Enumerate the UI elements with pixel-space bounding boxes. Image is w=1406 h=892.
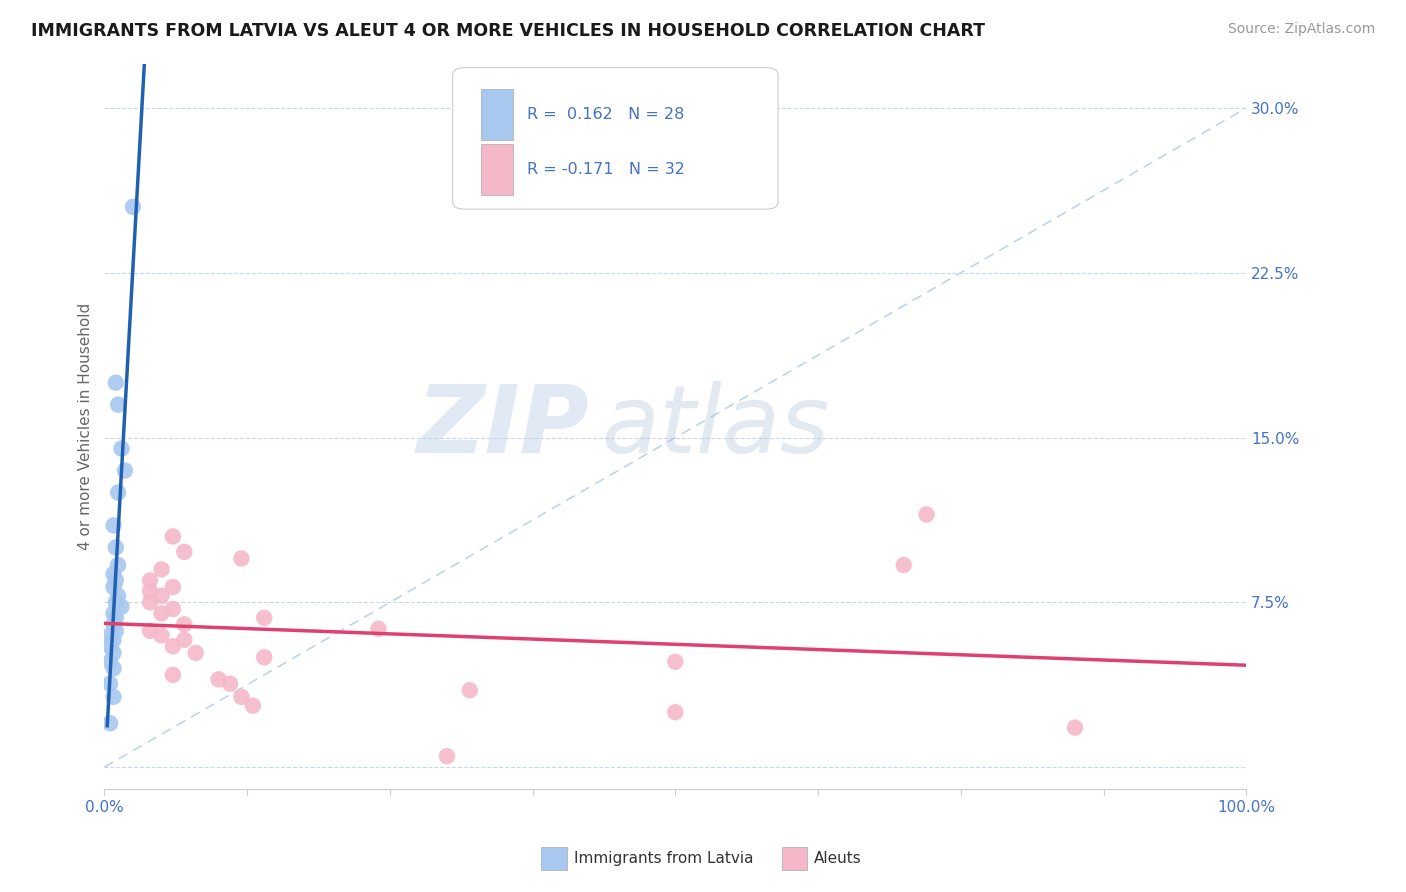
Point xyxy=(114,464,136,478)
Point xyxy=(253,611,276,625)
Point xyxy=(107,485,129,500)
FancyBboxPatch shape xyxy=(481,89,513,140)
Point xyxy=(139,574,162,588)
Point xyxy=(98,676,121,690)
Point xyxy=(110,599,132,614)
Point xyxy=(1064,721,1087,735)
Point xyxy=(231,690,253,704)
Point xyxy=(103,607,125,621)
Text: IMMIGRANTS FROM LATVIA VS ALEUT 4 OR MORE VEHICLES IN HOUSEHOLD CORRELATION CHAR: IMMIGRANTS FROM LATVIA VS ALEUT 4 OR MOR… xyxy=(31,22,986,40)
Point xyxy=(173,545,195,559)
Text: atlas: atlas xyxy=(602,381,830,472)
Point xyxy=(104,611,127,625)
Text: ZIP: ZIP xyxy=(416,381,589,473)
Point xyxy=(173,617,195,632)
Point xyxy=(104,541,127,555)
Text: R = -0.171   N = 32: R = -0.171 N = 32 xyxy=(527,161,685,177)
Point xyxy=(150,607,173,621)
Point xyxy=(150,589,173,603)
Point xyxy=(104,624,127,638)
Point xyxy=(103,661,125,675)
Point xyxy=(219,676,242,690)
Point xyxy=(107,398,129,412)
Point xyxy=(110,442,132,456)
FancyBboxPatch shape xyxy=(481,144,513,194)
Point xyxy=(207,673,229,687)
Point xyxy=(162,668,184,682)
Point xyxy=(104,574,127,588)
Point xyxy=(98,640,121,654)
Point xyxy=(664,655,686,669)
Point xyxy=(103,632,125,647)
Point xyxy=(458,683,481,698)
FancyBboxPatch shape xyxy=(453,68,778,209)
Point xyxy=(98,655,121,669)
Point xyxy=(664,705,686,719)
Point xyxy=(103,566,125,581)
Point xyxy=(231,551,253,566)
Point xyxy=(436,749,458,764)
Point xyxy=(242,698,264,713)
Point xyxy=(103,690,125,704)
Point xyxy=(107,558,129,572)
Point xyxy=(184,646,207,660)
Point xyxy=(122,200,145,214)
Point xyxy=(150,562,173,576)
Point xyxy=(139,624,162,638)
Y-axis label: 4 or more Vehicles in Household: 4 or more Vehicles in Household xyxy=(79,303,93,550)
Point xyxy=(103,518,125,533)
Point xyxy=(107,589,129,603)
Text: Immigrants from Latvia: Immigrants from Latvia xyxy=(574,851,754,865)
Point xyxy=(104,376,127,390)
Point xyxy=(139,584,162,599)
Text: R =  0.162   N = 28: R = 0.162 N = 28 xyxy=(527,107,685,122)
Point xyxy=(162,602,184,616)
Point xyxy=(104,595,127,609)
Text: Aleuts: Aleuts xyxy=(814,851,862,865)
Point xyxy=(173,632,195,647)
Point xyxy=(253,650,276,665)
Point xyxy=(150,628,173,642)
Point xyxy=(915,508,938,522)
Point xyxy=(139,595,162,609)
Point xyxy=(367,622,389,636)
Point xyxy=(98,628,121,642)
Text: Source: ZipAtlas.com: Source: ZipAtlas.com xyxy=(1227,22,1375,37)
Point xyxy=(103,646,125,660)
Point xyxy=(98,716,121,731)
Point xyxy=(893,558,915,572)
Point xyxy=(103,580,125,594)
Point xyxy=(162,580,184,594)
Point xyxy=(162,529,184,543)
Point xyxy=(162,640,184,654)
Point xyxy=(103,617,125,632)
